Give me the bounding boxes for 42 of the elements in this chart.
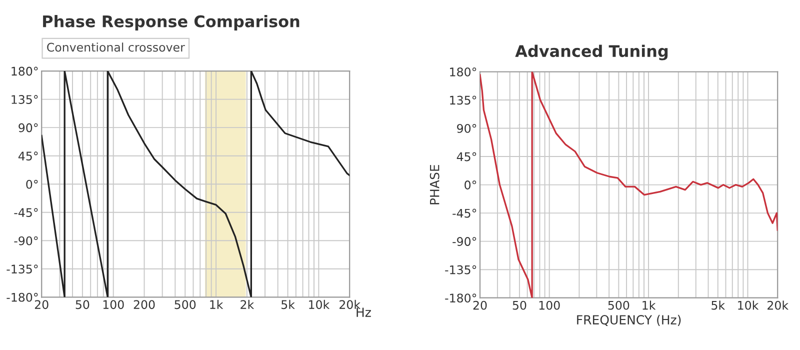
x-tick-label: 50 [512, 300, 526, 310]
y-tick-label: 135° [12, 95, 38, 104]
chart-title: Advanced Tuning [515, 44, 668, 60]
y-tick-label: 45° [18, 152, 38, 160]
y-tick-label: -180° [445, 294, 476, 303]
y-tick-label: 180° [450, 67, 476, 76]
y-tick-label: 180° [12, 66, 38, 76]
x-tick-label: 5k [282, 300, 295, 310]
y-tick-label: 135° [450, 96, 476, 105]
y-tick-label: 0° [464, 180, 476, 190]
y-tick-label: 90° [18, 123, 38, 132]
y-tick-label: -135° [445, 265, 476, 274]
x-tick-label: 20k [340, 300, 360, 310]
chart-title: Phase Response Comparison [43, 15, 300, 30]
x-tick-label: 1k [210, 300, 224, 309]
x-tick-label: 50 [76, 300, 90, 310]
x-tick-label: 10k [738, 300, 759, 310]
y-tick-label: 0° [26, 180, 38, 189]
x-tick-label: 500 [174, 300, 196, 310]
x-tick-label: 100 [539, 300, 560, 310]
x-axis-title: Hz [356, 308, 371, 317]
x-tick-label: 1k [642, 300, 656, 310]
x-tick-label: 100 [103, 300, 124, 310]
y-tick-label: -135° [6, 264, 38, 274]
y-tick-label: 45° [456, 152, 476, 162]
y-tick-label: -90° [452, 237, 476, 246]
x-tick-label: 500 [608, 300, 630, 310]
x-tick-label: 20 [34, 300, 48, 310]
y-tick-label: -45° [452, 208, 476, 218]
x-tick-label: 20 [473, 300, 487, 310]
y-axis-title: PHASE [430, 164, 440, 204]
x-axis-title: FREQUENCY (Hz) [577, 314, 681, 326]
x-tick-label: 10k [309, 300, 330, 310]
x-tick-label: 200 [134, 300, 155, 310]
x-tick-label: 2k [240, 300, 254, 309]
x-tick-label: 20k [768, 300, 788, 310]
y-tick-label: -180° [6, 292, 38, 302]
y-tick-label: -90° [14, 236, 38, 246]
x-tick-label: 5k [712, 300, 726, 310]
chart-subtitle: Conventional crossover [47, 42, 185, 52]
y-tick-label: 90° [457, 124, 476, 133]
y-tick-label: -45° [14, 208, 38, 218]
